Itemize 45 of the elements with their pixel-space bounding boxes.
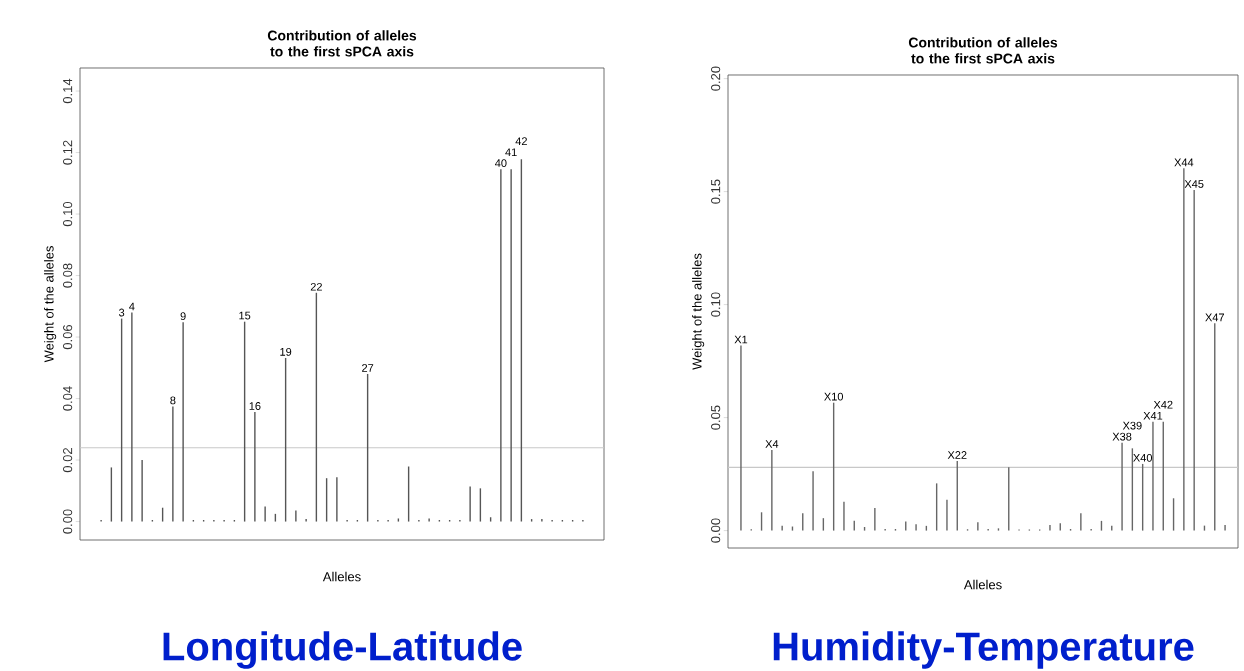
category-label: X42 bbox=[1153, 400, 1173, 409]
y-tick-label: 0.08 bbox=[63, 263, 73, 288]
category-label: 15 bbox=[239, 311, 251, 320]
y-tick-label: 0.20 bbox=[711, 66, 721, 91]
category-label: X10 bbox=[824, 392, 844, 401]
category-label: 40 bbox=[495, 159, 507, 167]
x-axis-title: Alleles bbox=[963, 579, 1002, 590]
y-tick-label: 0.10 bbox=[711, 292, 721, 317]
category-label: 16 bbox=[249, 402, 261, 410]
y-tick-label: 0.00 bbox=[63, 509, 73, 534]
category-label: 19 bbox=[280, 347, 292, 356]
x-axis-title: Alleles bbox=[322, 571, 361, 582]
y-axis-title: Weight of the alleles bbox=[692, 253, 705, 370]
category-label: X22 bbox=[947, 451, 967, 459]
category-label: 9 bbox=[180, 312, 186, 321]
category-label: 42 bbox=[515, 137, 527, 145]
y-tick-label: 0.06 bbox=[63, 324, 73, 350]
y-tick-label: 0.02 bbox=[63, 448, 73, 473]
category-label: 27 bbox=[362, 364, 374, 372]
category-label: 4 bbox=[129, 302, 135, 311]
chart-title: Contribution of alleles to the first sPCA axis bbox=[267, 30, 417, 57]
category-label: X44 bbox=[1174, 158, 1194, 167]
category-label: 3 bbox=[118, 308, 125, 317]
y-axis-title: Weight of the alleles bbox=[44, 246, 57, 363]
y-tick-label: 0.00 bbox=[711, 518, 721, 543]
text: Humidity-Temperature bbox=[773, 631, 1194, 669]
y-tick-label: 0.14 bbox=[63, 78, 73, 104]
y-tick-label: 0.04 bbox=[63, 386, 73, 411]
category-label: 8 bbox=[170, 396, 176, 405]
category-label: X39 bbox=[1122, 421, 1142, 430]
y-tick-label: 0.15 bbox=[711, 179, 721, 204]
chart-title: Contribution of alleles to the first sPCA axis bbox=[908, 37, 1058, 64]
category-label: X45 bbox=[1184, 180, 1204, 188]
category-label: 22 bbox=[310, 282, 322, 291]
category-label: X47 bbox=[1205, 313, 1224, 322]
y-tick-label: 0.05 bbox=[711, 405, 721, 430]
category-label: X4 bbox=[765, 440, 779, 448]
y-tick-label: 0.12 bbox=[63, 140, 73, 165]
category-label: 41 bbox=[505, 148, 517, 156]
category-label: X1 bbox=[734, 335, 748, 344]
y-tick-label: 0.10 bbox=[63, 201, 73, 227]
category-label: X41 bbox=[1143, 411, 1163, 420]
text: Longitude-Latitude bbox=[163, 631, 522, 669]
category-label: X38 bbox=[1112, 432, 1132, 441]
category-label: X40 bbox=[1133, 453, 1153, 462]
